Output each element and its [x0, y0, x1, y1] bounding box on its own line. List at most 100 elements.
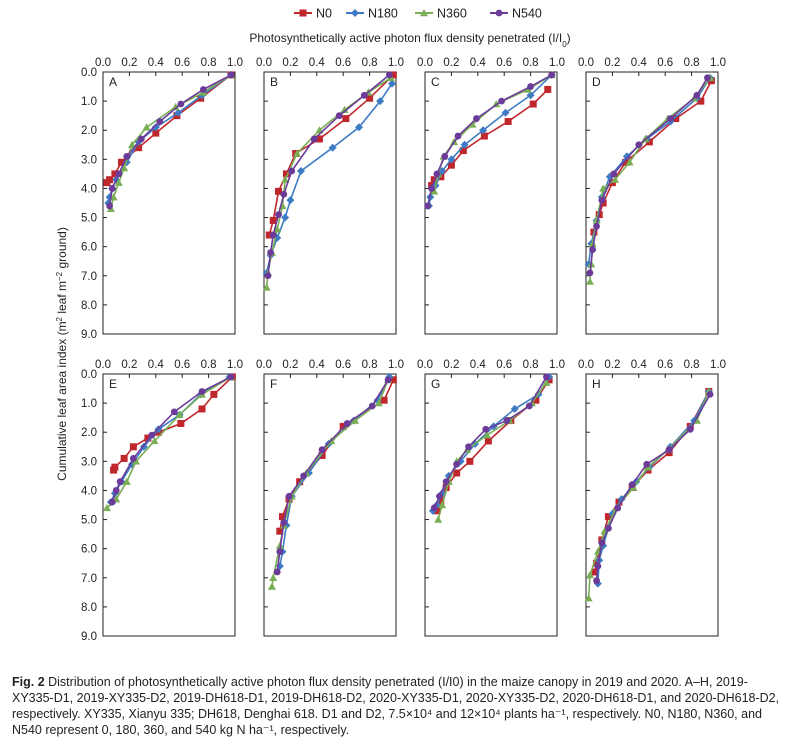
marker-n180-0 — [388, 79, 397, 88]
marker-n180-3 — [328, 143, 337, 152]
series-n0 — [591, 387, 713, 576]
marker-n360-3 — [468, 120, 477, 128]
marker-n540-1 — [368, 402, 376, 410]
marker-n0-2 — [339, 422, 347, 430]
y-tick-label: 5.0 — [81, 515, 97, 527]
marker-n540-6 — [275, 211, 282, 219]
marker-n180-5 — [286, 196, 295, 205]
marker-n180-4 — [296, 166, 305, 175]
panel-letter: A — [109, 75, 117, 89]
marker-n360-7 — [102, 503, 111, 512]
marker-n0-6 — [604, 513, 612, 521]
marker-n540-7 — [428, 185, 435, 192]
series-line-n540 — [595, 394, 711, 581]
marker-n540-0 — [384, 376, 392, 384]
caption-text: Distribution of photosynthetically activ… — [12, 675, 780, 737]
marker-n540-8 — [430, 504, 438, 512]
x-tick-label: 0.6 — [174, 57, 190, 69]
marker-n360-9 — [584, 594, 593, 602]
marker-n360-5 — [120, 164, 129, 172]
marker-n540-2 — [170, 408, 178, 416]
marker-n360-3 — [483, 431, 492, 439]
x-tick-label: 0.2 — [443, 359, 459, 371]
marker-n360-5 — [281, 175, 290, 183]
marker-n540-7 — [598, 539, 606, 547]
marker-n540-5 — [598, 196, 606, 204]
x-tick-label: 0.0 — [95, 57, 111, 69]
marker-n540-0 — [548, 71, 556, 79]
marker-n540-5 — [123, 153, 131, 160]
marker-n540-0 — [386, 71, 393, 79]
marker-n540-3 — [318, 446, 326, 454]
legend-item-n360: N360 — [415, 7, 467, 21]
marker-n180-2 — [174, 108, 183, 117]
marker-n540-6 — [442, 478, 450, 486]
y-tick-label: 7.0 — [81, 271, 97, 283]
x-tick-label: 0.2 — [282, 57, 298, 69]
marker-n360-4 — [293, 149, 301, 157]
marker-n540-3 — [643, 460, 651, 468]
panel-frame — [585, 71, 719, 335]
marker-n360-7 — [109, 193, 118, 201]
marker-n360-1 — [374, 399, 383, 407]
legend-label-n0: N0 — [316, 7, 332, 21]
marker-n540-1 — [198, 388, 206, 395]
marker-n540-8 — [424, 202, 432, 210]
marker-n540-2 — [665, 446, 673, 454]
marker-n360-8 — [585, 570, 594, 579]
marker-n180-2 — [510, 404, 519, 413]
panel-frame — [585, 373, 719, 637]
legend-label-n540: N540 — [512, 7, 542, 21]
marker-n540-4 — [129, 455, 137, 462]
series-n360 — [106, 70, 236, 213]
x-tick-label: 0.0 — [417, 359, 433, 371]
x-tick-label: 0.4 — [148, 57, 165, 69]
series-line-n360 — [271, 379, 389, 587]
y-tick-label: 8.0 — [81, 602, 97, 614]
x-tick-label: 0.8 — [201, 359, 217, 371]
y-tick-label: 4.0 — [81, 183, 97, 195]
x-tick-label: 1.0 — [227, 359, 243, 371]
legend-item-n0: N0 — [294, 7, 332, 21]
marker-n0-7 — [120, 454, 128, 462]
x-tick-label: 0.8 — [684, 57, 700, 69]
panels: 0.0 0.2 0.4 0.6 0.8 1.0 0.0 1.0 2.0 3.0 4.0 5.0 6.0 7… — [81, 57, 726, 643]
marker-n540-7 — [269, 231, 277, 239]
marker-n360-7 — [430, 187, 439, 195]
x-tick-label: 1.0 — [388, 57, 404, 69]
marker-n0-0 — [544, 85, 552, 93]
marker-n540-2 — [667, 115, 674, 122]
marker-n180-4 — [460, 140, 469, 149]
panel-letter: C — [431, 75, 440, 89]
marker-n540-0 — [704, 74, 711, 82]
series-n180 — [262, 79, 397, 277]
marker-n540-5 — [453, 460, 461, 468]
series-line-n540 — [108, 74, 232, 207]
marker-n540-6 — [593, 222, 600, 230]
marker-n0-1 — [366, 94, 374, 102]
marker-n540-3 — [635, 141, 643, 149]
panel-letter: E — [109, 377, 117, 391]
legend-item-n540: N540 — [490, 7, 542, 21]
marker-n540-4 — [465, 443, 472, 451]
series-n540 — [264, 71, 393, 280]
marker-n360-8 — [434, 515, 443, 523]
x-tick-label: 0.0 — [417, 57, 433, 69]
marker-n540-5 — [441, 153, 449, 160]
x-tick-label: 0.4 — [470, 359, 487, 371]
panel-frame — [102, 71, 236, 335]
panel-frame — [263, 71, 397, 335]
marker-n0-1 — [380, 396, 388, 404]
series-n540 — [593, 390, 714, 585]
y-tick-label: 5.0 — [81, 213, 97, 225]
marker-n360-4 — [128, 140, 137, 148]
marker-n540-3 — [148, 431, 156, 439]
marker-n360-2 — [175, 410, 184, 418]
x-tick-label: 0.0 — [578, 57, 594, 69]
marker-n0-5 — [117, 158, 125, 166]
x-tick-label: 1.0 — [388, 359, 404, 371]
series-n0 — [428, 85, 552, 190]
panel-d: 0.0 0.2 0.4 0.6 0.8 1.0 D — [578, 57, 726, 335]
marker-n0-5 — [447, 161, 455, 169]
marker-n540-1 — [360, 91, 368, 99]
